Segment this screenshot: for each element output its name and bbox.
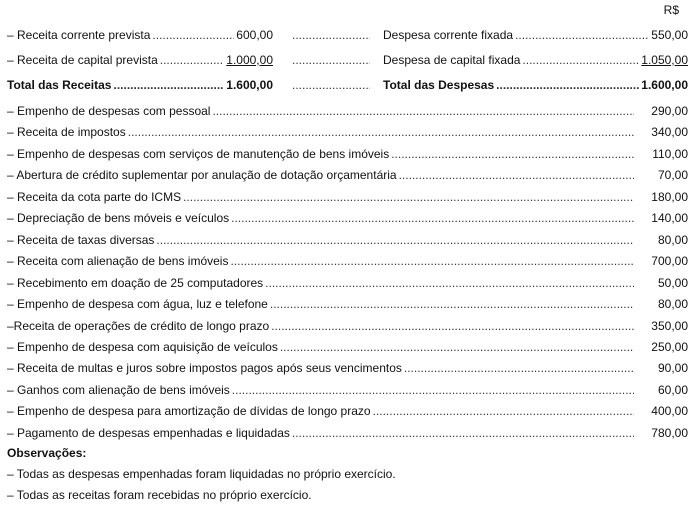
- dot-leader: [522, 52, 639, 68]
- item-value: 70,00: [657, 168, 688, 182]
- item-label: – Pagamento de despesas empenhadas e liq…: [7, 426, 290, 440]
- list-item: – Empenho de despesa para amortização de…: [7, 403, 688, 419]
- revenue-value: 600,00: [236, 28, 273, 42]
- item-label: – Empenho de despesas com serviços de ma…: [7, 147, 390, 161]
- item-value: 90,00: [657, 361, 688, 375]
- dot-leader: [373, 403, 634, 419]
- dot-leader: [113, 77, 224, 93]
- list-item: – Ganhos com alienação de bens imóveis 60…: [7, 382, 688, 398]
- expense-value: 1.050,00: [641, 53, 688, 67]
- list-item: –Receita de operações de crédito de long…: [7, 318, 688, 334]
- expense-row: Despesa corrente fixada 550,00: [383, 27, 688, 43]
- item-value: 140,00: [651, 211, 688, 225]
- item-value: 780,00: [651, 426, 688, 440]
- item-value: 700,00: [651, 254, 688, 268]
- list-item: – Depreciação de bens móveis e veículos 1…: [7, 210, 688, 226]
- observation-note: – Todas as receitas foram recebidas no p…: [7, 488, 312, 502]
- item-label: –Receita de operações de crédito de long…: [7, 319, 270, 333]
- observations-title: Observações:: [7, 446, 87, 460]
- expense-label: Despesa de capital fixada: [383, 53, 521, 67]
- expense-value: 550,00: [651, 28, 688, 42]
- dot-leader-spacer: [290, 52, 372, 68]
- currency-label: R$: [663, 3, 679, 17]
- dot-leader: [128, 124, 634, 140]
- expense-row: Despesa de capital fixada 1.050,00: [383, 52, 688, 68]
- list-item: – Empenho de despesas com pessoal 290,00: [7, 103, 688, 119]
- item-label: – Ganhos com alienação de bens imóveis: [7, 383, 230, 397]
- item-label: – Receita de impostos: [7, 125, 126, 139]
- item-value: 400,00: [651, 404, 688, 418]
- item-label: – Empenho de despesa com água, luz e tel…: [7, 297, 268, 311]
- list-item: – Receita com alienação de bens imóveis 7…: [7, 253, 688, 269]
- dot-leader: [265, 275, 634, 291]
- item-label: – Empenho de despesa para amortização de…: [7, 404, 371, 418]
- revenue-row: – Receita de capital prevista 1.000,00: [7, 52, 273, 68]
- list-item: – Empenho de despesa com aquisição de ve…: [7, 339, 688, 355]
- list-item: – Empenho de despesas com serviços de ma…: [7, 146, 688, 162]
- item-value: 60,00: [657, 383, 688, 397]
- item-label: – Empenho de despesa com aquisição de ve…: [7, 340, 278, 354]
- item-value: 110,00: [652, 147, 688, 161]
- item-value: 350,00: [651, 319, 688, 333]
- dot-leader: [515, 27, 649, 43]
- expense-row: Total das Despesas 1.600,00: [383, 77, 688, 93]
- list-item: – Receita de impostos 340,00: [7, 124, 688, 140]
- item-label: – Receita com alienação de bens imóveis: [7, 254, 229, 268]
- revenue-label: Total das Receitas: [7, 78, 112, 92]
- dot-leader-spacer: [290, 77, 372, 93]
- observation-note: – Todas as despesas empenhadas foram liq…: [7, 467, 396, 481]
- item-value: 80,00: [657, 233, 688, 247]
- dot-leader: [496, 77, 639, 93]
- list-item: – Recebimento em doação de 25 computador…: [7, 275, 688, 291]
- item-value: 290,00: [651, 104, 688, 118]
- dot-leader: [156, 232, 634, 248]
- dot-leader: [270, 296, 634, 312]
- list-item: – Receita de taxas diversas 80,00: [7, 232, 688, 248]
- dot-leader: [292, 52, 370, 68]
- expense-label: Despesa corrente fixada: [383, 28, 514, 42]
- item-label: – Empenho de despesas com pessoal: [7, 104, 211, 118]
- dot-leader: [391, 146, 634, 162]
- item-value: 250,00: [651, 340, 688, 354]
- list-item: – Pagamento de despesas empenhadas e liq…: [7, 425, 688, 441]
- dot-leader: [404, 360, 634, 376]
- dot-leader: [271, 318, 634, 334]
- item-label: – Abertura de crédito suplementar por an…: [7, 168, 397, 182]
- item-label: – Receita de taxas diversas: [7, 233, 155, 247]
- dot-leader: [183, 189, 634, 205]
- item-value: 340,00: [651, 125, 688, 139]
- dot-leader: [292, 27, 370, 43]
- revenue-value: 1.000,00: [226, 53, 273, 67]
- item-value: 50,00: [657, 276, 688, 290]
- list-item: – Empenho de despesa com água, luz e tel…: [7, 296, 688, 312]
- dot-leader: [292, 77, 370, 93]
- dot-leader: [160, 52, 225, 68]
- item-value: 180,00: [651, 190, 688, 204]
- item-value: 80,00: [657, 297, 688, 311]
- dot-leader-spacer: [290, 27, 372, 43]
- dot-leader: [399, 167, 634, 183]
- list-item: – Receita de multas e juros sobre impost…: [7, 360, 688, 376]
- dot-leader: [292, 425, 634, 441]
- dot-leader: [232, 382, 634, 398]
- dot-leader: [230, 253, 634, 269]
- revenue-row: Total das Receitas 1.600,00: [7, 77, 273, 93]
- expense-value: 1.600,00: [641, 78, 688, 92]
- list-item: – Abertura de crédito suplementar por an…: [7, 167, 688, 183]
- item-label: – Depreciação de bens móveis e veículos: [7, 211, 230, 225]
- revenue-row: – Receita corrente prevista 600,00: [7, 27, 273, 43]
- item-label: – Recebimento em doação de 25 computador…: [7, 276, 264, 290]
- revenue-label: – Receita de capital prevista: [7, 53, 158, 67]
- list-item: – Receita da cota parte do ICMS 180,00: [7, 189, 688, 205]
- item-label: – Receita da cota parte do ICMS: [7, 190, 182, 204]
- dot-leader: [152, 27, 234, 43]
- revenue-label: – Receita corrente prevista: [7, 28, 151, 42]
- item-label: – Receita de multas e juros sobre impost…: [7, 361, 402, 375]
- revenue-value: 1.600,00: [226, 78, 273, 92]
- expense-label: Total das Despesas: [383, 78, 495, 92]
- dot-leader: [212, 103, 634, 119]
- dot-leader: [280, 339, 634, 355]
- dot-leader: [231, 210, 634, 226]
